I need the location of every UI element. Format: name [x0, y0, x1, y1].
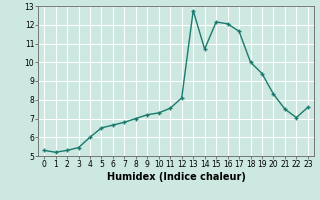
X-axis label: Humidex (Indice chaleur): Humidex (Indice chaleur) [107, 172, 245, 182]
